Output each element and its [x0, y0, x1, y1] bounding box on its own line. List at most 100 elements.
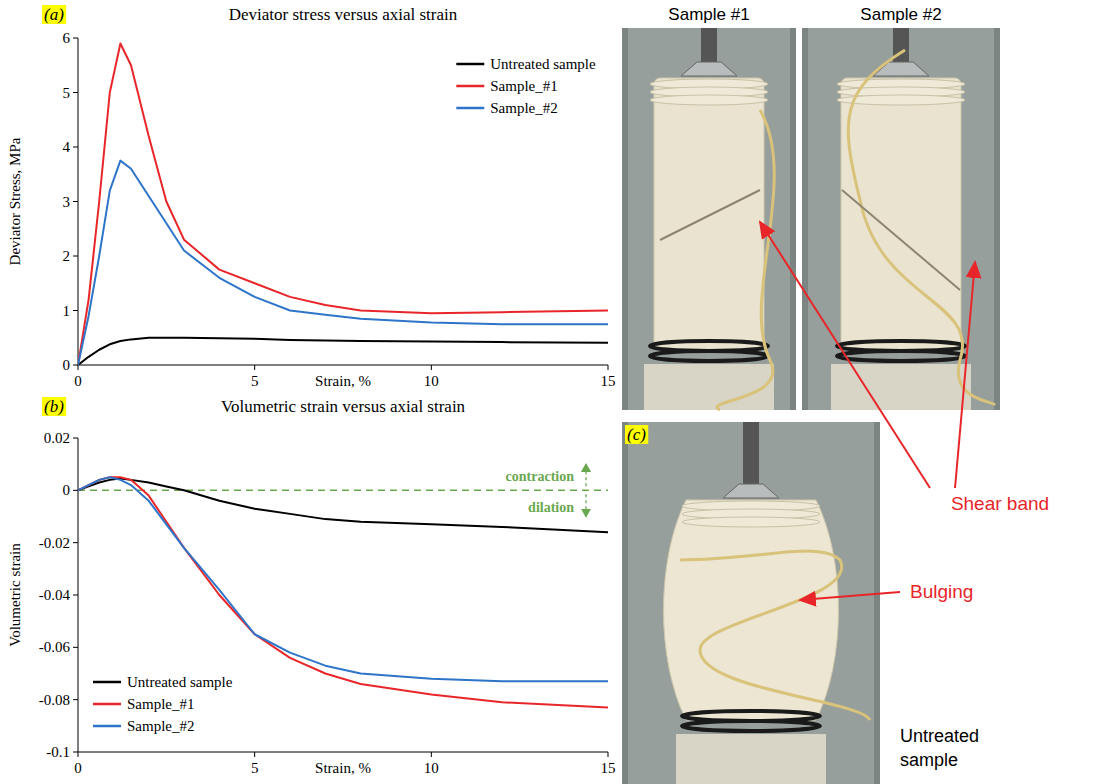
series-line	[78, 477, 608, 707]
panel-letter-bg	[625, 425, 648, 444]
y-tick	[73, 438, 78, 439]
x-tick	[254, 365, 255, 370]
y-tick-label: 0.02	[44, 430, 70, 446]
callout-arrow	[800, 592, 900, 600]
y-tick-label: 4	[63, 139, 71, 155]
y-tick	[73, 752, 78, 753]
annotation: dilation	[528, 500, 574, 515]
photo-label: Sample #2	[860, 5, 941, 24]
series-line	[78, 477, 608, 681]
piston	[893, 28, 909, 66]
top-cap	[723, 484, 779, 498]
tube	[848, 50, 995, 405]
panel-letter-bg	[42, 397, 66, 416]
x-tick-label: 10	[424, 373, 439, 389]
y-tick-label: -0.08	[39, 692, 70, 708]
figure: Deviator stress versus axial strain05101…	[0, 0, 1104, 784]
photo-label: Sample #1	[668, 5, 749, 24]
y-tick	[73, 595, 78, 596]
y-tick	[73, 542, 78, 543]
y-tick-label: -0.06	[39, 639, 71, 655]
y-tick-label: 0	[63, 357, 71, 373]
photo-bg	[622, 422, 880, 784]
base	[676, 734, 826, 784]
x-axis-line	[78, 752, 608, 753]
caption-line: Untreated	[900, 726, 979, 746]
legend-swatch	[456, 107, 484, 110]
legend-swatch	[93, 703, 121, 706]
x-axis-line	[78, 365, 608, 366]
annotation: contraction	[506, 469, 575, 484]
y-tick	[73, 699, 78, 700]
base	[831, 364, 971, 410]
photo	[802, 28, 1000, 410]
series-line	[78, 338, 608, 365]
callout-label: Bulging	[910, 581, 973, 602]
panel-letter: (b)	[44, 397, 64, 416]
y-axis-title: Deviator Stress, MPa	[7, 137, 23, 265]
legend-swatch	[93, 725, 121, 728]
tube	[680, 551, 870, 720]
photo	[622, 28, 796, 410]
photo-bg	[622, 28, 796, 410]
y-tick-label: -0.04	[39, 587, 71, 603]
plot-area	[78, 477, 608, 707]
caption-line: sample	[900, 750, 958, 770]
x-tick-label: 10	[424, 760, 439, 776]
plot-area	[78, 43, 608, 365]
annotation-arrow	[585, 464, 586, 486]
legend: Untreated sampleSample_#1Sample_#2	[456, 56, 596, 116]
legend: Untreated sampleSample_#1Sample_#2	[93, 674, 233, 734]
callout-label: Shear band	[951, 493, 1049, 514]
x-tick-label: 0	[74, 373, 82, 389]
photo-bg	[802, 28, 1000, 410]
legend-label: Untreated sample	[490, 56, 596, 72]
photo-glass	[628, 422, 874, 784]
callout-arrow	[760, 222, 930, 488]
y-tick-label: -0.02	[39, 535, 70, 551]
legend-label: Sample_#2	[127, 718, 195, 734]
chart: Volumetric strain versus axial strain 0 5 1…	[7, 397, 616, 776]
x-tick	[608, 752, 609, 757]
y-tick-label: 1	[63, 303, 71, 319]
series-line	[78, 479, 608, 533]
y-tick	[73, 38, 78, 39]
y-tick-label: 0	[63, 482, 71, 498]
x-tick	[78, 752, 79, 757]
tube	[717, 110, 774, 410]
panel-letter: (c)	[627, 425, 646, 444]
shear-band-line	[660, 190, 760, 240]
x-tick-label: 15	[601, 373, 616, 389]
x-tick-label: 0	[74, 760, 82, 776]
chart: Deviator stress versus axial strain05101…	[7, 5, 616, 389]
photo-caption: Untreated sample	[900, 726, 979, 770]
x-tick-label: 5	[251, 373, 259, 389]
reference-line	[78, 490, 608, 492]
x-tick-label: 5	[251, 760, 259, 776]
sample	[664, 500, 839, 720]
y-tick	[73, 490, 78, 491]
x-tick	[608, 365, 609, 370]
callout-arrow	[955, 262, 975, 488]
annotation-arrow	[585, 494, 586, 516]
x-tick	[254, 752, 255, 757]
panel-letter-bg	[42, 5, 66, 24]
y-axis-title: Volumetric strain	[7, 543, 23, 647]
y-tick	[73, 201, 78, 202]
sample	[654, 78, 764, 350]
o-ring	[837, 351, 965, 361]
panel-letter: (a)	[44, 5, 64, 24]
y-tick	[73, 92, 78, 93]
x-tick-label: 15	[601, 760, 616, 776]
x-axis-title: Strain, %	[315, 760, 371, 776]
base	[644, 364, 774, 410]
y-tick	[73, 647, 78, 648]
y-tick	[73, 147, 78, 148]
y-tick-label: 5	[63, 85, 71, 101]
piston	[743, 422, 759, 488]
y-tick-label: 3	[63, 194, 71, 210]
chart-title: Volumetric strain versus axial strain	[221, 397, 466, 416]
legend-label: Sample_#2	[490, 100, 558, 116]
photo-glass	[628, 28, 790, 410]
membrane-ring	[682, 517, 820, 527]
